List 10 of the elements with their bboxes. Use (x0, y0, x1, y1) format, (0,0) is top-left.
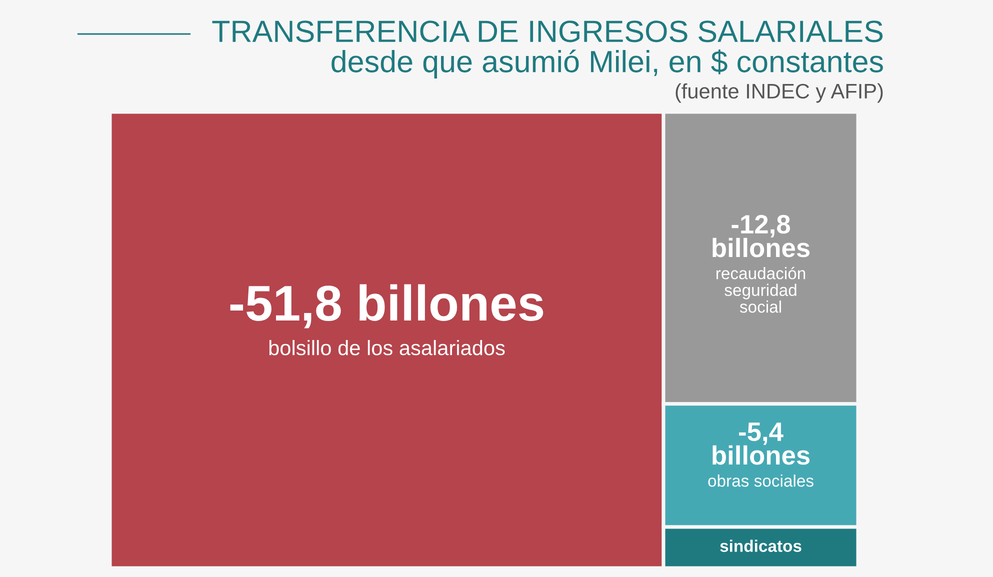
text: (fuente INDEC y AFIP) (676, 83, 883, 103)
category-label: obras sociales (708, 474, 814, 487)
data-label: -5,4 billones (712, 422, 810, 465)
text: desde que asumió Milei, en $ constantes (332, 50, 883, 78)
category-label: sindicatos (720, 540, 802, 552)
data-label: -51,8 billones (230, 284, 544, 328)
category-label: recaudación seguridad social (716, 266, 806, 313)
data-label: -12,8 billones (712, 214, 810, 258)
text: TRANSFERENCIA DE INGRESOS SALARIALES (212, 20, 883, 42)
category-label: bolsillo de los asalariados (269, 340, 505, 356)
